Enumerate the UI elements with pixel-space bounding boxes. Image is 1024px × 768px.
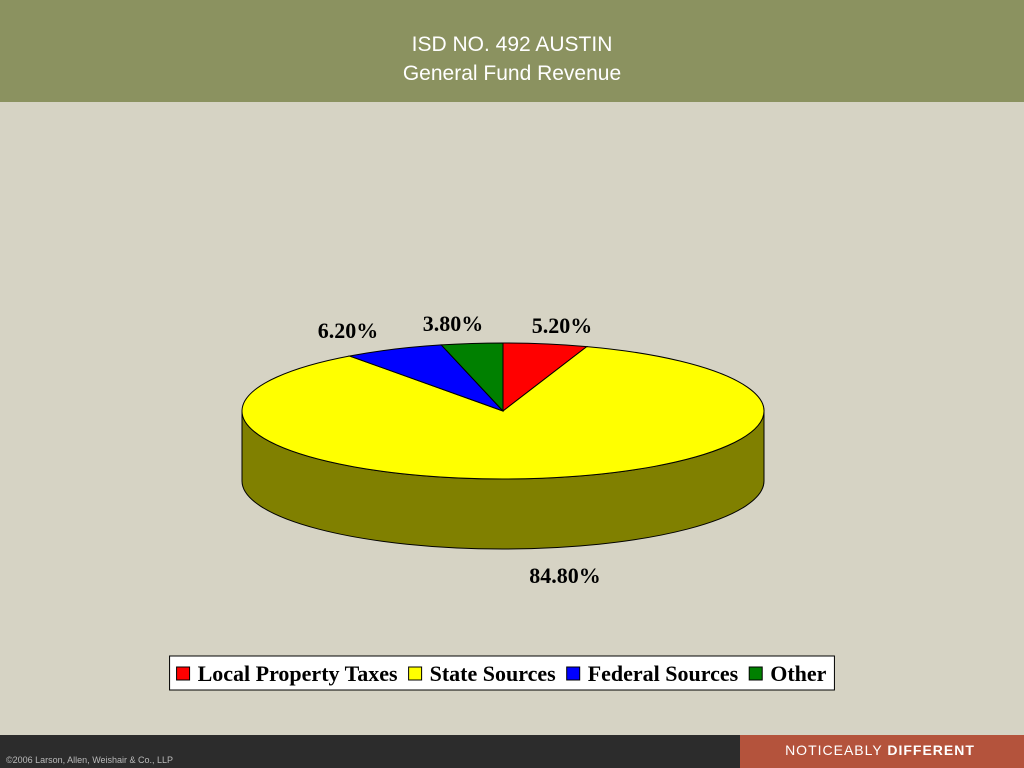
slogan-light: NOTICEABLY [785,742,882,758]
legend-swatch [408,666,423,681]
legend-swatch [176,666,191,681]
value-label: 6.20% [318,318,379,343]
slogan-bold: DIFFERENT [887,742,975,758]
value-label: 3.80% [423,311,484,336]
legend-swatch [748,666,763,681]
legend-label: Federal Sources [588,661,739,686]
footer-badge [740,735,1024,768]
legend-label: State Sources [430,661,557,686]
legend-swatch [566,666,581,681]
slogan: NOTICEABLY DIFFERENT [785,742,975,758]
legend-items: Local Property Taxes State Sources Federal… [176,661,827,686]
pie-slice [440,342,504,413]
copyright: ©2006 Larson, Allen, Weishair & Co., LLP [6,755,173,765]
chart-subtitle: General Fund Revenue [403,62,621,85]
pie-slice [241,346,765,480]
header-band [0,0,1024,102]
legend-label: Other [770,661,826,686]
chart-title: ISD NO. 492 AUSTIN [412,33,613,56]
pie-chart: 5.20% 84.80% 6.20% 3.80% [241,311,765,588]
legend-label: Local Property Taxes [198,661,398,686]
value-label: 5.20% [532,313,593,338]
legend [169,655,835,691]
value-label: 84.80% [529,563,601,588]
